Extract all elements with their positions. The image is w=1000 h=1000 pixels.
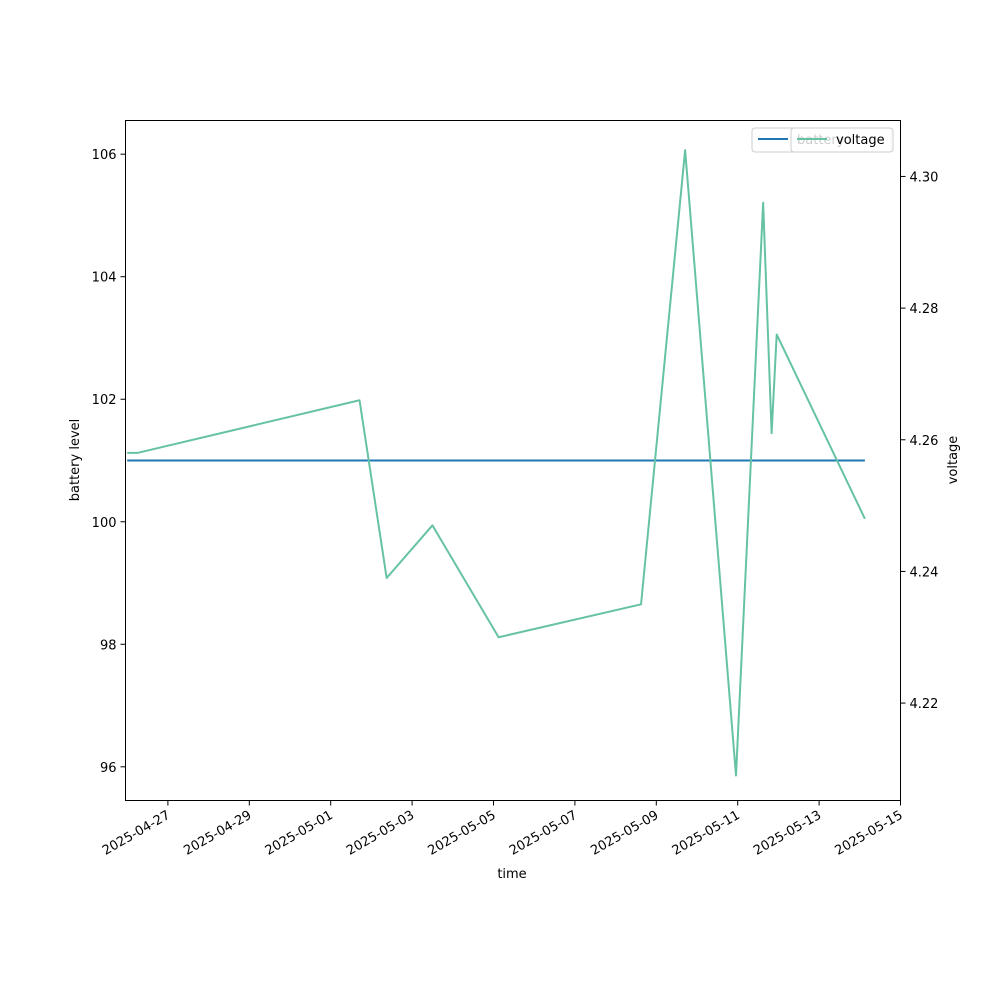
x-tick-label: 2025-05-15	[833, 808, 906, 859]
y-tick-label-right: 4.28	[910, 302, 939, 317]
x-tick-label: 2025-05-09	[588, 808, 661, 859]
x-axis-label: time	[497, 867, 526, 882]
y-tick-label-left: 96	[100, 761, 117, 776]
y-tick-label-right: 4.30	[910, 170, 939, 185]
y-tick-label-right: 4.22	[910, 697, 939, 712]
series-layer	[127, 149, 866, 777]
x-tick-label: 2025-05-03	[344, 808, 417, 859]
y-tick-label-right: 4.26	[910, 434, 939, 449]
y-axis-label-right: voltage	[946, 436, 961, 485]
legend-voltage-label: voltage	[836, 133, 885, 148]
y-tick-label-left: 102	[92, 393, 117, 408]
y-tick-label-left: 98	[100, 638, 117, 653]
y-tick-label-left: 100	[92, 516, 117, 531]
x-tick-label: 2025-05-13	[751, 808, 824, 859]
x-tick-label: 2025-04-27	[100, 808, 173, 859]
y-tick-label-left: 106	[92, 148, 117, 163]
y-tick-label-right: 4.24	[910, 565, 939, 580]
x-tick-label: 2025-04-29	[181, 808, 254, 859]
x-tick-label: 2025-05-11	[670, 808, 743, 859]
y-axis-label-left: battery level	[68, 419, 83, 502]
x-tick-label: 2025-05-01	[263, 808, 336, 859]
x-tick-label: 2025-05-05	[426, 808, 499, 859]
series-line-voltage	[127, 149, 866, 777]
legend-voltage: voltage	[790, 127, 894, 153]
y-tick-label-left: 104	[92, 271, 117, 286]
x-tick-label: 2025-05-07	[507, 808, 580, 859]
legend-voltage-frame	[790, 127, 894, 153]
